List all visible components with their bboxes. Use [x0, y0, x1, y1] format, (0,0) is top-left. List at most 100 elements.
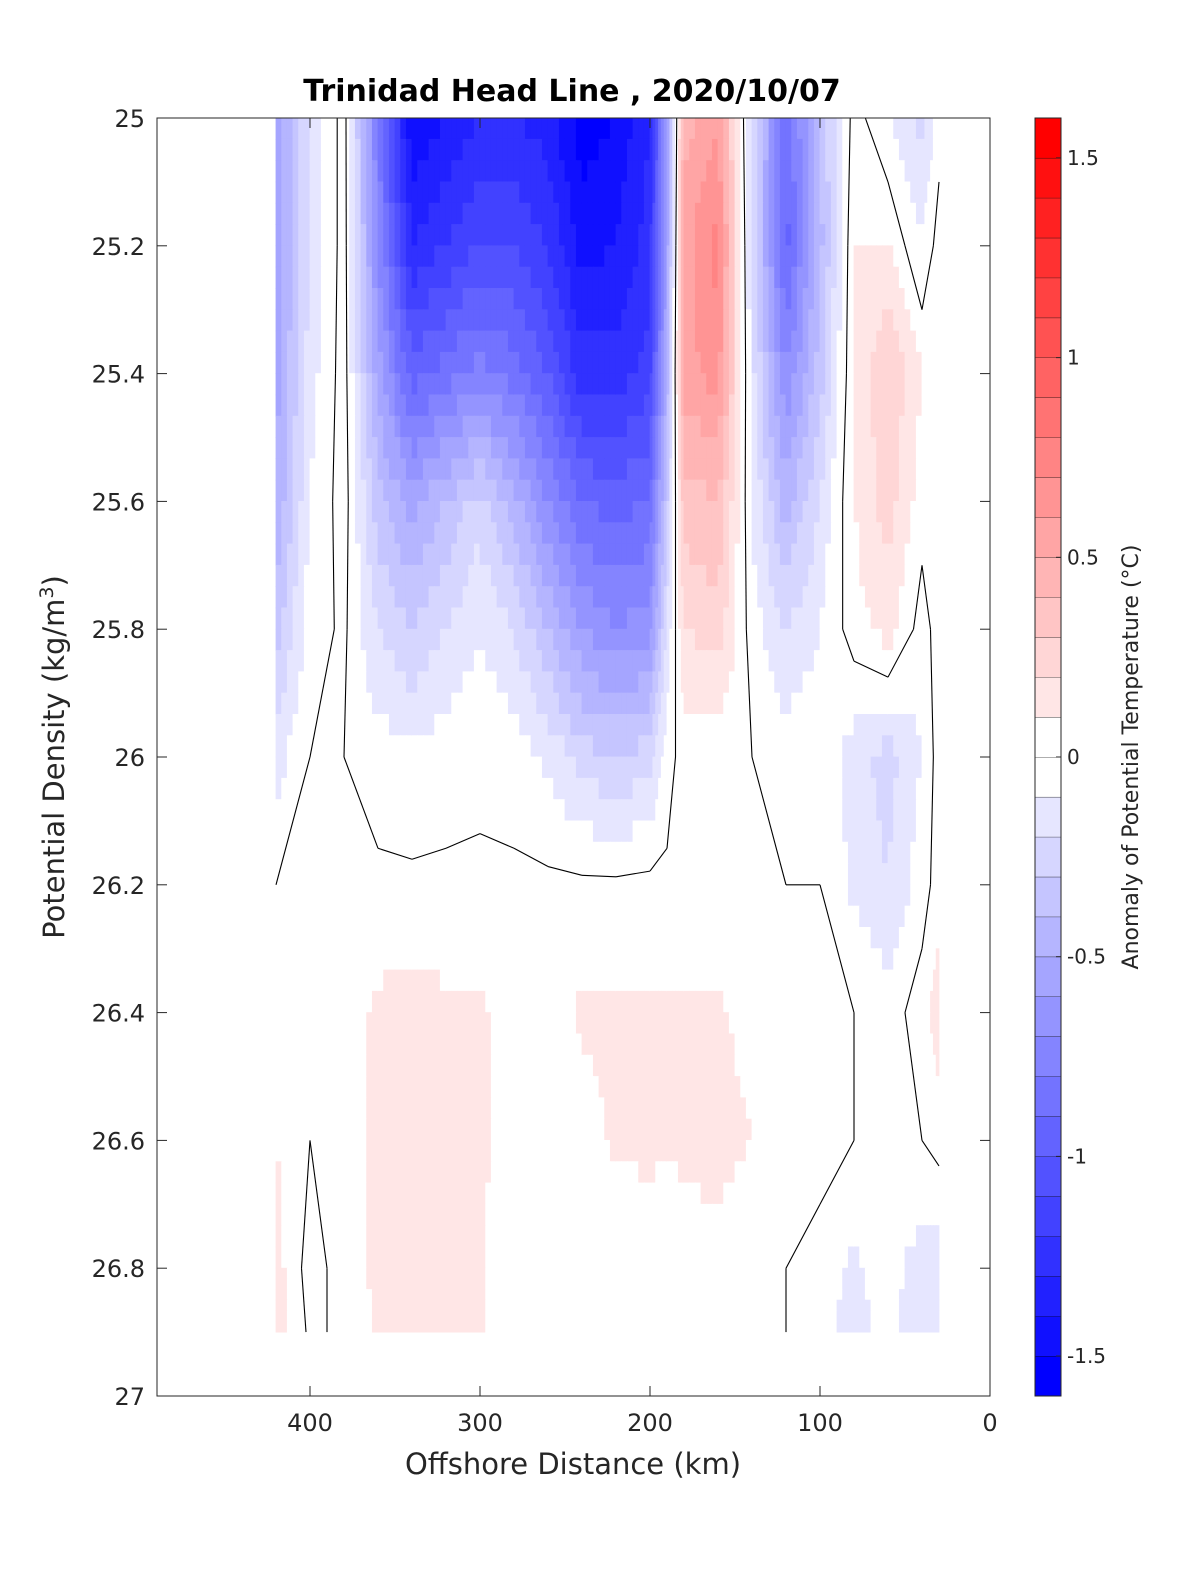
field-cell: [853, 373, 861, 396]
field-cell: [615, 777, 623, 800]
field-cell: [519, 884, 526, 907]
field-cell: [830, 479, 838, 502]
field-cell: [592, 437, 600, 460]
field-cell: [286, 351, 294, 374]
field-cell: [422, 692, 430, 715]
field-cell: [621, 181, 628, 204]
field-cell: [924, 118, 929, 140]
field-cell: [598, 586, 606, 609]
field-cell: [570, 650, 577, 673]
field-cell: [751, 160, 759, 183]
field-cell: [796, 714, 804, 737]
field-cell: [689, 714, 696, 737]
field-cell: [530, 735, 538, 758]
field-cell: [575, 522, 583, 545]
field-cell: [592, 863, 600, 886]
field-cell: [785, 138, 793, 161]
field-cell: [632, 564, 640, 587]
field-cell: [924, 181, 929, 204]
field-cell: [728, 415, 736, 438]
field-cell: [675, 756, 679, 779]
field-cell: [796, 288, 804, 311]
field-cell: [320, 181, 328, 204]
field-cell: [456, 692, 464, 715]
field-cell: [541, 288, 549, 311]
field-cell: [649, 777, 654, 800]
field-cell: [547, 138, 555, 161]
field-cell: [779, 330, 787, 353]
field-cell: [935, 799, 940, 822]
field-cell: [717, 373, 725, 396]
field-cell: [660, 501, 665, 524]
field-cell: [881, 735, 889, 758]
field-cell: [530, 650, 538, 673]
field-cell: [677, 564, 682, 587]
field-cell: [309, 671, 317, 694]
field-cell: [675, 671, 679, 694]
field-cell: [734, 118, 742, 140]
field-cell: [728, 181, 736, 204]
field-cell: [927, 160, 931, 183]
field-cell: [779, 522, 787, 545]
field-cell: [638, 458, 645, 481]
field-cell: [298, 118, 305, 140]
field-cell: [711, 501, 719, 524]
field-cell: [275, 841, 283, 864]
field-cell: [740, 160, 747, 183]
field-cell: [388, 586, 396, 609]
field-cell: [660, 905, 665, 928]
field-cell: [864, 799, 872, 822]
field-cell: [935, 777, 940, 800]
field-cell: [762, 543, 770, 566]
field-cell: [286, 671, 294, 694]
field-cell: [609, 543, 617, 566]
field-cell: [745, 373, 753, 396]
field-cell: [292, 948, 300, 971]
field-cell: [930, 202, 934, 225]
field-cell: [694, 394, 702, 417]
field-cell: [864, 288, 872, 311]
field-cell: [609, 884, 617, 907]
field-cell: [779, 564, 787, 587]
field-cell: [507, 245, 515, 268]
field-cell: [825, 245, 832, 268]
field-cell: [371, 373, 379, 396]
field-cell: [836, 458, 844, 481]
field-cell: [785, 224, 793, 247]
field-cell: [768, 373, 776, 396]
field-cell: [717, 479, 725, 502]
field-cell: [417, 948, 424, 971]
field-cell: [876, 841, 883, 864]
field-cell: [935, 373, 940, 396]
field-cell: [876, 586, 883, 609]
field-cell: [785, 373, 793, 396]
field-cell: [859, 245, 866, 268]
field-cell: [553, 415, 560, 438]
field-cell: [383, 714, 390, 737]
field-cell: [377, 288, 385, 311]
field-cell: [575, 799, 583, 822]
field-cell: [876, 628, 883, 651]
field-cell: [864, 458, 872, 481]
field-cell: [456, 394, 464, 417]
field-cell: [405, 160, 413, 183]
field-cell: [275, 543, 283, 566]
field-cell: [417, 884, 424, 907]
field-cell: [700, 501, 708, 524]
field-cell: [717, 692, 725, 715]
field-cell: [836, 373, 844, 396]
field-cell: [808, 650, 815, 673]
field-cell: [745, 756, 753, 779]
field-cell: [751, 415, 759, 438]
field-cell: [658, 820, 662, 843]
field-cell: [859, 373, 866, 396]
field-cell: [632, 309, 640, 332]
field-cell: [930, 160, 934, 183]
field-cell: [281, 586, 288, 609]
field-cell: [377, 820, 385, 843]
field-cell: [830, 607, 838, 630]
field-cell: [598, 863, 606, 886]
field-cell: [575, 884, 583, 907]
field-cell: [558, 628, 566, 651]
field-cell: [666, 735, 671, 758]
